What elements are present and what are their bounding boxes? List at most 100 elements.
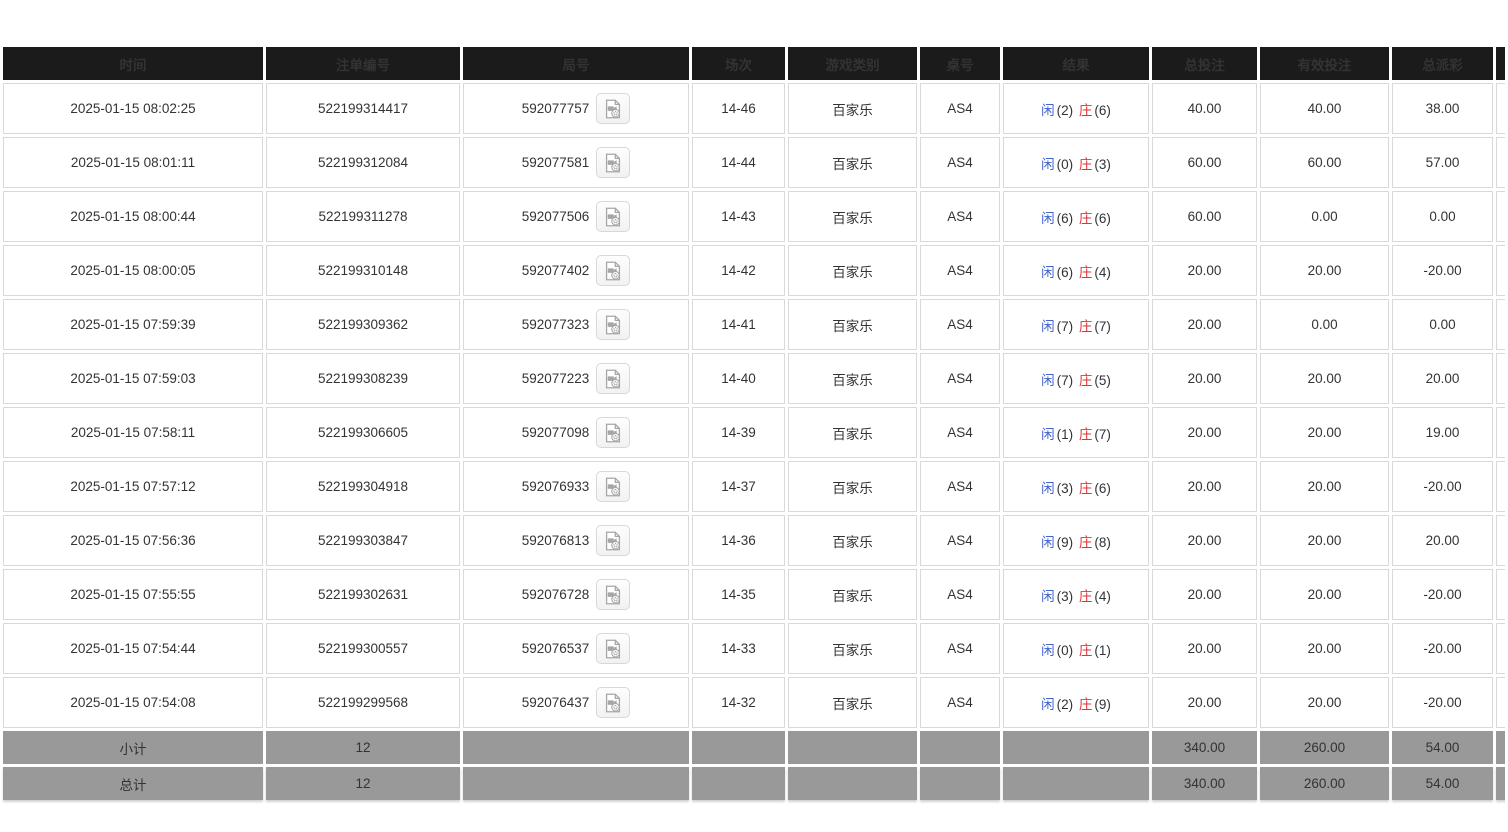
- time-cell: 2025-01-15 07:58:11: [3, 407, 263, 458]
- total-count: 12: [266, 767, 460, 800]
- round-id-cell: 592076437: [463, 677, 689, 728]
- video-replay-button[interactable]: [596, 93, 631, 124]
- round-id-value: 592077581: [521, 155, 590, 170]
- time-cell: 2025-01-15 08:01:11: [3, 137, 263, 188]
- table-no-cell: AS4: [920, 407, 1000, 458]
- player-label: 闲: [1041, 534, 1055, 550]
- table-row: 2025-01-15 07:54:08 522199299568 5920764…: [3, 677, 1505, 728]
- result-cell: 闲 (6) 庄 (4): [1003, 245, 1149, 296]
- subtotal-payout: 54.00: [1392, 731, 1493, 764]
- table-no-cell: AS4: [920, 569, 1000, 620]
- clipped-cell: [1496, 407, 1505, 458]
- bet-id-cell: 522199299568: [266, 677, 460, 728]
- subtotal-row: 小计 12 340.00 260.00 54.00: [3, 731, 1505, 764]
- table-no-cell: AS4: [920, 461, 1000, 512]
- col-header-session: 场次: [692, 47, 785, 80]
- game-type-cell: 百家乐: [788, 83, 917, 134]
- total-bet-link[interactable]: 60.00: [1152, 137, 1257, 188]
- banker-label: 庄: [1078, 156, 1093, 172]
- subtotal-empty-cell: [920, 731, 1000, 764]
- video-file-icon: [602, 638, 624, 660]
- col-header-time: 时间: [3, 47, 263, 80]
- video-replay-button[interactable]: [596, 417, 631, 448]
- bet-id-cell: 522199303847: [266, 515, 460, 566]
- table-row: 2025-01-15 07:55:55 522199302631 5920767…: [3, 569, 1505, 620]
- video-replay-button[interactable]: [596, 201, 631, 232]
- table-no-cell: AS4: [920, 137, 1000, 188]
- banker-label: 庄: [1078, 642, 1093, 658]
- video-replay-button[interactable]: [596, 633, 631, 664]
- result-cell: 闲 (3) 庄 (6): [1003, 461, 1149, 512]
- round-id-value: 592077098: [521, 425, 590, 440]
- video-replay-button[interactable]: [596, 147, 631, 178]
- round-id-value: 592076933: [521, 479, 590, 494]
- player-points: (0): [1056, 642, 1074, 658]
- payout-cell: 19.00: [1392, 407, 1493, 458]
- game-type-cell: 百家乐: [788, 299, 917, 350]
- table-no-cell: AS4: [920, 677, 1000, 728]
- valid-bet-cell: 20.00: [1260, 245, 1389, 296]
- video-replay-button[interactable]: [596, 687, 631, 718]
- total-bet-link[interactable]: 20.00: [1152, 245, 1257, 296]
- total-bet-link[interactable]: 20.00: [1152, 353, 1257, 404]
- total-total-bet: 340.00: [1152, 767, 1257, 800]
- video-replay-button[interactable]: [596, 525, 631, 556]
- total-bet-link[interactable]: 20.00: [1152, 299, 1257, 350]
- video-replay-button[interactable]: [596, 255, 631, 286]
- session-cell: 14-40: [692, 353, 785, 404]
- payout-cell: 0.00: [1392, 191, 1493, 242]
- result-cell: 闲 (2) 庄 (6): [1003, 83, 1149, 134]
- player-label: 闲: [1041, 318, 1055, 334]
- banker-label: 庄: [1078, 318, 1093, 334]
- total-empty-cell: [1003, 767, 1149, 800]
- total-bet-link[interactable]: 60.00: [1152, 191, 1257, 242]
- valid-bet-cell: 20.00: [1260, 623, 1389, 674]
- banker-points: (1): [1094, 642, 1111, 658]
- subtotal-total-bet: 340.00: [1152, 731, 1257, 764]
- round-id-cell: 592076933: [463, 461, 689, 512]
- total-empty-cell: [1496, 767, 1505, 800]
- round-id-value: 592077223: [521, 371, 590, 386]
- total-bet-link[interactable]: 20.00: [1152, 407, 1257, 458]
- banker-points: (7): [1094, 318, 1111, 334]
- banker-points: (4): [1094, 588, 1111, 604]
- bet-id-cell: 522199310148: [266, 245, 460, 296]
- clipped-cell: [1496, 245, 1505, 296]
- result-cell: 闲 (0) 庄 (3): [1003, 137, 1149, 188]
- video-replay-button[interactable]: [596, 363, 631, 394]
- total-bet-link[interactable]: 20.00: [1152, 569, 1257, 620]
- video-replay-button[interactable]: [596, 309, 631, 340]
- round-id-cell: 592076728: [463, 569, 689, 620]
- game-type-cell: 百家乐: [788, 245, 917, 296]
- valid-bet-cell: 0.00: [1260, 191, 1389, 242]
- total-bet-link[interactable]: 40.00: [1152, 83, 1257, 134]
- time-cell: 2025-01-15 08:00:44: [3, 191, 263, 242]
- total-bet-link[interactable]: 20.00: [1152, 677, 1257, 728]
- video-file-icon: [602, 692, 624, 714]
- valid-bet-cell: 20.00: [1260, 515, 1389, 566]
- total-empty-cell: [463, 767, 689, 800]
- video-file-icon: [602, 260, 624, 282]
- subtotal-empty-cell: [1496, 731, 1505, 764]
- time-cell: 2025-01-15 07:59:39: [3, 299, 263, 350]
- total-bet-link[interactable]: 20.00: [1152, 461, 1257, 512]
- round-id-cell: 592077223: [463, 353, 689, 404]
- game-type-cell: 百家乐: [788, 515, 917, 566]
- banker-label: 庄: [1078, 372, 1093, 388]
- table-no-cell: AS4: [920, 83, 1000, 134]
- result-cell: 闲 (7) 庄 (7): [1003, 299, 1149, 350]
- total-bet-link[interactable]: 20.00: [1152, 515, 1257, 566]
- total-bet-link[interactable]: 20.00: [1152, 623, 1257, 674]
- round-id-cell: 592076537: [463, 623, 689, 674]
- video-file-icon: [602, 584, 624, 606]
- round-id-value: 592076437: [521, 695, 590, 710]
- total-empty-cell: [920, 767, 1000, 800]
- video-replay-button[interactable]: [596, 579, 631, 610]
- bet-id-cell: 522199311278: [266, 191, 460, 242]
- bet-id-cell: 522199304918: [266, 461, 460, 512]
- banker-points: (5): [1094, 372, 1111, 388]
- round-id-cell: 592077402: [463, 245, 689, 296]
- video-replay-button[interactable]: [596, 471, 631, 502]
- game-type-cell: 百家乐: [788, 407, 917, 458]
- session-cell: 14-41: [692, 299, 785, 350]
